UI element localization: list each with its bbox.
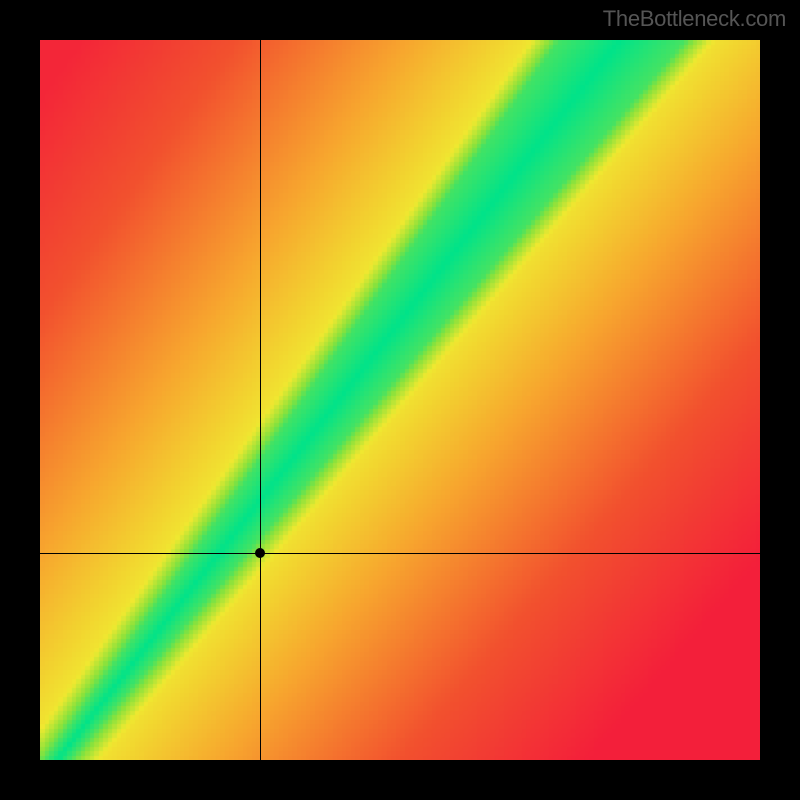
crosshair-horizontal-line [40,553,760,554]
heatmap-canvas [40,40,760,760]
crosshair-vertical-line [260,40,261,760]
marker-dot [255,548,265,558]
plot-area [40,40,760,760]
watermark: TheBottleneck.com [603,6,786,32]
